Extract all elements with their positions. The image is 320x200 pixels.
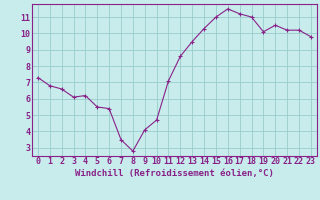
- X-axis label: Windchill (Refroidissement éolien,°C): Windchill (Refroidissement éolien,°C): [75, 169, 274, 178]
